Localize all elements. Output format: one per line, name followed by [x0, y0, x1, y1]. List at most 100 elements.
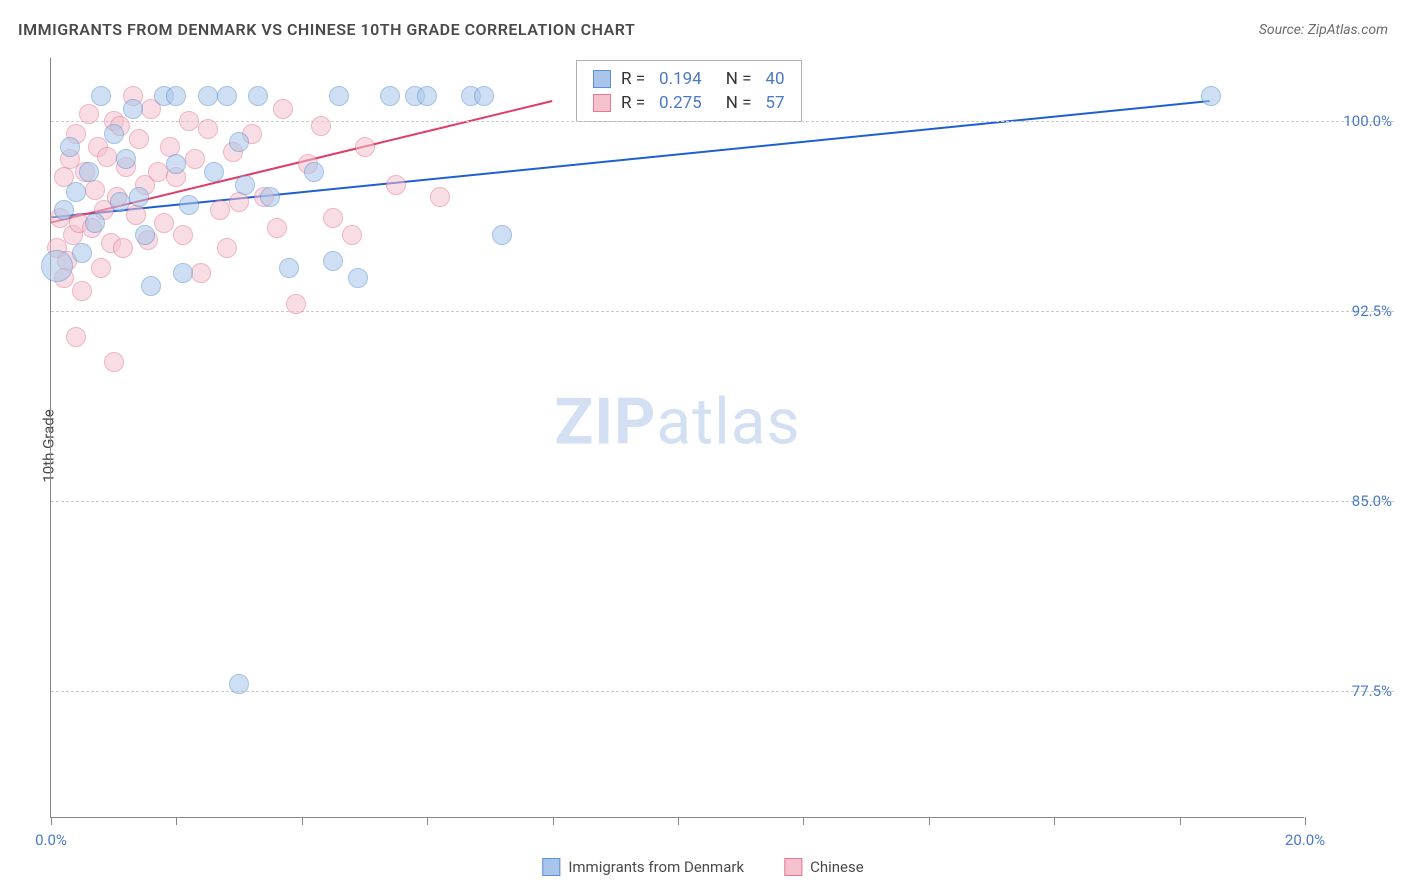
scatter-point — [304, 162, 324, 182]
x-tick — [678, 817, 679, 825]
scatter-point — [72, 243, 92, 263]
scatter-point — [386, 175, 406, 195]
scatter-point — [54, 200, 74, 220]
scatter-point — [342, 225, 362, 245]
scatter-point — [129, 129, 149, 149]
x-tick — [427, 817, 428, 825]
legend-swatch — [542, 858, 560, 876]
scatter-point — [97, 147, 117, 167]
stat-r-value: 0.194 — [659, 69, 702, 89]
scatter-point — [348, 268, 368, 288]
scatter-point — [85, 180, 105, 200]
scatter-point — [91, 86, 111, 106]
scatter-point — [217, 86, 237, 106]
watermark-rest: atlas — [656, 385, 800, 460]
scatter-point — [79, 162, 99, 182]
scatter-point — [248, 86, 268, 106]
y-tick-label: 100.0% — [1312, 112, 1392, 130]
y-tick-label: 85.0% — [1312, 492, 1392, 510]
x-tick — [803, 817, 804, 825]
stat-n-value: 57 — [765, 93, 784, 113]
bottom-legend: Immigrants from Denmark Chinese — [542, 858, 863, 876]
scatter-point — [329, 86, 349, 106]
scatter-point — [217, 238, 237, 258]
gridline-h — [51, 311, 1394, 312]
scatter-point — [229, 674, 249, 694]
scatter-point — [260, 187, 280, 207]
scatter-point — [179, 195, 199, 215]
x-tick — [1054, 817, 1055, 825]
scatter-point — [173, 225, 193, 245]
scatter-point — [198, 119, 218, 139]
stats-row: R =0.275N =57 — [593, 91, 785, 115]
scatter-point — [141, 276, 161, 296]
scatter-point — [85, 213, 105, 233]
scatter-point — [229, 132, 249, 152]
stat-r-label: R = — [621, 93, 645, 113]
scatter-point — [323, 251, 343, 271]
x-tick — [553, 817, 554, 825]
x-tick — [1180, 817, 1181, 825]
scatter-point — [279, 258, 299, 278]
scatter-point — [204, 162, 224, 182]
series-swatch — [593, 94, 611, 112]
x-tick — [176, 817, 177, 825]
scatter-point — [110, 192, 130, 212]
gridline-h — [51, 691, 1394, 692]
series-swatch — [593, 70, 611, 88]
scatter-point — [273, 99, 293, 119]
legend-label: Immigrants from Denmark — [568, 858, 744, 876]
title-bar: IMMIGRANTS FROM DENMARK VS CHINESE 10TH … — [18, 20, 1388, 39]
gridline-h — [51, 501, 1394, 502]
scatter-point — [66, 182, 86, 202]
scatter-point — [166, 86, 186, 106]
scatter-point — [123, 99, 143, 119]
scatter-point — [474, 86, 494, 106]
plot-area: ZIPatlas R =0.194N =40R =0.275N =57 77.5… — [50, 58, 1304, 818]
scatter-point — [229, 192, 249, 212]
trend-lines — [51, 58, 1304, 817]
scatter-point — [179, 111, 199, 131]
y-tick-label: 92.5% — [1312, 302, 1392, 320]
scatter-point — [79, 104, 99, 124]
stat-n-value: 40 — [765, 69, 784, 89]
scatter-point — [417, 86, 437, 106]
scatter-point — [126, 205, 146, 225]
scatter-point — [60, 137, 80, 157]
scatter-point — [104, 124, 124, 144]
legend-label: Chinese — [810, 858, 864, 876]
scatter-point — [166, 154, 186, 174]
scatter-point — [173, 263, 193, 283]
stat-r-label: R = — [621, 69, 645, 89]
x-tick-label: 20.0% — [1285, 831, 1325, 849]
scatter-point — [235, 175, 255, 195]
scatter-point — [311, 116, 331, 136]
stats-box: R =0.194N =40R =0.275N =57 — [576, 60, 802, 122]
legend-item: Immigrants from Denmark — [542, 858, 744, 876]
y-tick-label: 77.5% — [1312, 682, 1392, 700]
x-tick — [1305, 817, 1306, 825]
scatter-point — [492, 225, 512, 245]
source-label: Source: ZipAtlas.com — [1259, 22, 1388, 38]
scatter-point — [185, 149, 205, 169]
scatter-point — [286, 294, 306, 314]
scatter-point — [355, 137, 375, 157]
scatter-point — [104, 352, 124, 372]
scatter-point — [191, 263, 211, 283]
stat-n-label: N = — [726, 93, 752, 113]
legend-item: Chinese — [784, 858, 864, 876]
scatter-point — [91, 258, 111, 278]
scatter-point — [148, 162, 168, 182]
x-tick — [302, 817, 303, 825]
scatter-point — [72, 281, 92, 301]
scatter-point — [1201, 86, 1221, 106]
watermark-bold: ZIP — [555, 385, 657, 460]
legend-swatch — [784, 858, 802, 876]
x-tick — [929, 817, 930, 825]
scatter-point — [135, 225, 155, 245]
scatter-point — [267, 218, 287, 238]
x-tick — [51, 817, 52, 825]
scatter-point — [323, 208, 343, 228]
scatter-point — [66, 327, 86, 347]
scatter-point — [210, 200, 230, 220]
